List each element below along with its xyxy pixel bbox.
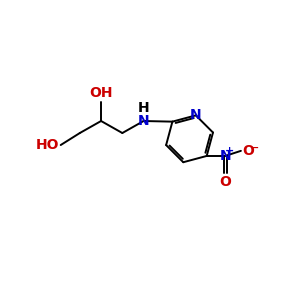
Text: H: H [138, 100, 149, 115]
Text: HO: HO [36, 138, 59, 152]
Text: O: O [219, 175, 231, 189]
Text: N: N [138, 114, 149, 128]
Text: −: − [250, 142, 259, 152]
Text: +: + [224, 146, 234, 156]
Text: N: N [190, 108, 202, 122]
Text: N: N [219, 149, 231, 163]
Text: OH: OH [89, 86, 113, 100]
Text: O: O [242, 144, 254, 158]
